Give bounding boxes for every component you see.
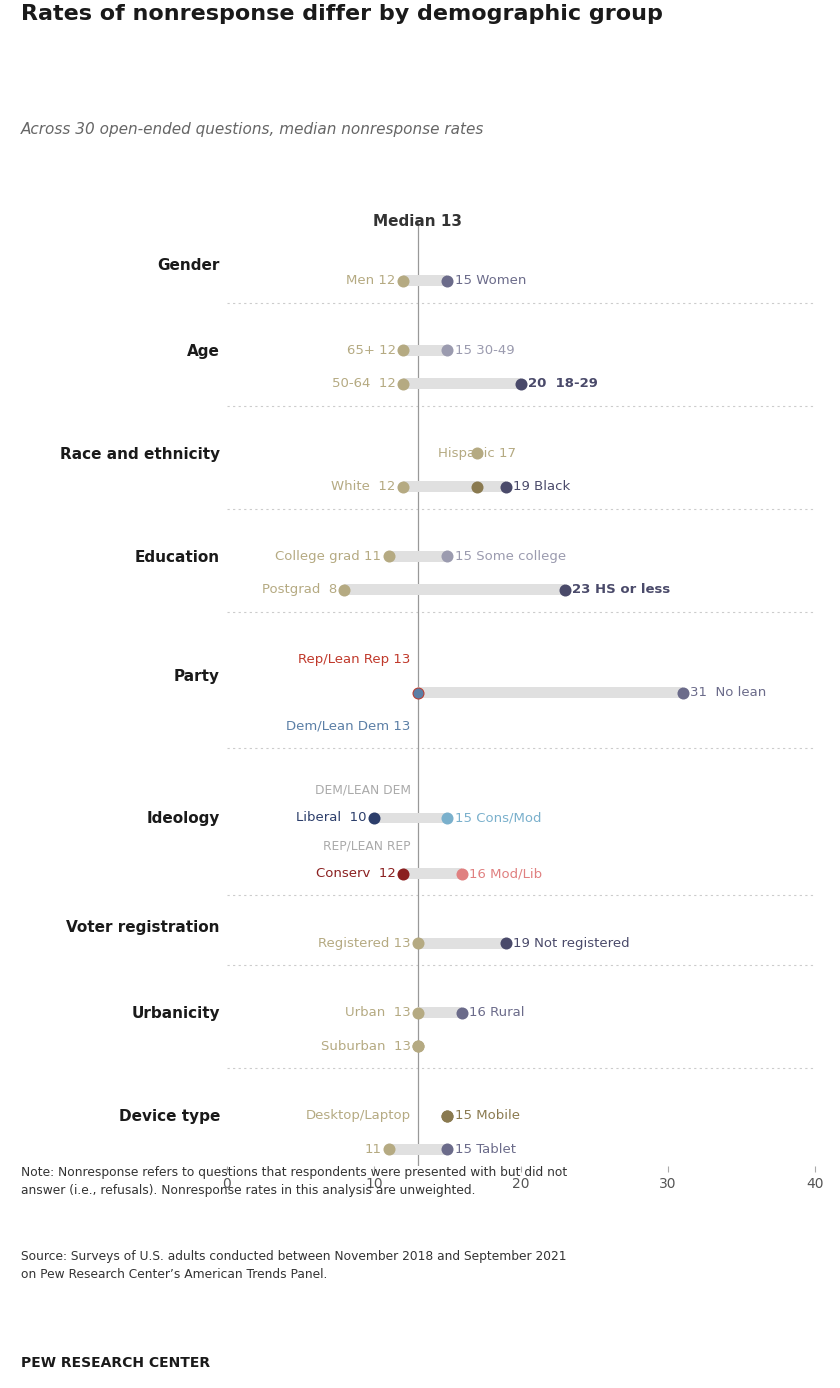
Point xyxy=(514,372,528,394)
Text: Urbanicity: Urbanicity xyxy=(131,1006,220,1022)
Point xyxy=(455,1002,469,1024)
Point xyxy=(441,269,454,291)
Point xyxy=(559,579,572,601)
Text: Across 30 open-ended questions, median nonresponse rates: Across 30 open-ended questions, median n… xyxy=(21,122,485,137)
Point xyxy=(441,545,454,568)
Point xyxy=(441,1138,454,1160)
Bar xyxy=(374,812,448,823)
Text: 15 Some college: 15 Some college xyxy=(454,550,566,562)
Text: 20  18-29: 20 18-29 xyxy=(528,378,598,390)
Text: Conserv  12: Conserv 12 xyxy=(316,868,396,880)
Text: Voter registration: Voter registration xyxy=(66,920,220,936)
Point xyxy=(412,1035,425,1058)
Text: DEM/LEAN DEM: DEM/LEAN DEM xyxy=(314,784,411,797)
Bar xyxy=(403,344,448,355)
Bar xyxy=(403,275,448,286)
Text: Age: Age xyxy=(187,344,220,358)
Text: Hispanic 17: Hispanic 17 xyxy=(438,447,516,459)
Text: Rates of nonresponse differ by demographic group: Rates of nonresponse differ by demograph… xyxy=(21,4,663,25)
Point xyxy=(367,806,381,829)
Text: Desktop/Laptop: Desktop/Laptop xyxy=(306,1109,411,1122)
Point xyxy=(396,862,410,884)
Point xyxy=(396,476,410,498)
Text: Rep/Lean Rep 13: Rep/Lean Rep 13 xyxy=(298,652,411,666)
Text: 19 Not registered: 19 Not registered xyxy=(513,937,630,949)
Text: Party: Party xyxy=(174,669,220,684)
Text: Suburban  13: Suburban 13 xyxy=(321,1040,411,1052)
Point xyxy=(499,476,512,498)
Point xyxy=(470,443,484,465)
Point xyxy=(396,339,410,361)
Text: Median 13: Median 13 xyxy=(374,215,462,229)
Text: 11: 11 xyxy=(365,1142,381,1156)
Point xyxy=(412,1035,425,1058)
Point xyxy=(441,806,454,829)
Text: Note: Nonresponse refers to questions that respondents were presented with but d: Note: Nonresponse refers to questions th… xyxy=(21,1166,567,1196)
Text: Source: Surveys of U.S. adults conducted between November 2018 and September 202: Source: Surveys of U.S. adults conducted… xyxy=(21,1251,566,1281)
Point xyxy=(412,682,425,704)
Text: College grad 11: College grad 11 xyxy=(276,550,381,562)
Point xyxy=(441,1105,454,1127)
Text: 15 Mobile: 15 Mobile xyxy=(454,1109,520,1122)
Point xyxy=(441,1105,454,1127)
Text: 16 Mod/Lib: 16 Mod/Lib xyxy=(470,868,543,880)
Text: Postgrad  8: Postgrad 8 xyxy=(262,583,337,597)
Point xyxy=(338,579,351,601)
Point xyxy=(396,269,410,291)
Text: 15 Cons/Mod: 15 Cons/Mod xyxy=(454,812,541,824)
Bar xyxy=(388,1144,448,1155)
Bar xyxy=(388,551,448,562)
Text: 19 Black: 19 Black xyxy=(513,480,570,493)
Point xyxy=(455,862,469,884)
Bar xyxy=(403,869,462,879)
Bar xyxy=(344,584,565,595)
Text: Ideology: Ideology xyxy=(147,811,220,826)
Text: 65+ 12: 65+ 12 xyxy=(347,344,396,357)
Point xyxy=(412,682,425,704)
Point xyxy=(412,1002,425,1024)
Text: Device type: Device type xyxy=(118,1109,220,1124)
Text: 31  No lean: 31 No lean xyxy=(690,686,766,700)
Text: Education: Education xyxy=(135,550,220,565)
Bar xyxy=(403,379,521,389)
Point xyxy=(470,476,484,498)
Text: Gender: Gender xyxy=(158,258,220,273)
Bar xyxy=(418,1008,462,1017)
Text: 50-64  12: 50-64 12 xyxy=(332,378,396,390)
Point xyxy=(381,545,396,568)
Text: 15 30-49: 15 30-49 xyxy=(454,344,514,357)
Point xyxy=(396,372,410,394)
Text: Liberal  10: Liberal 10 xyxy=(296,812,366,824)
Text: Dem/Lean Dem 13: Dem/Lean Dem 13 xyxy=(286,720,411,733)
Point xyxy=(381,1138,396,1160)
Text: 23 HS or less: 23 HS or less xyxy=(572,583,670,597)
Point xyxy=(676,682,690,704)
Point xyxy=(499,931,512,954)
Text: Race and ethnicity: Race and ethnicity xyxy=(60,447,220,462)
Text: 15 Tablet: 15 Tablet xyxy=(454,1142,516,1156)
Text: REP/LEAN REP: REP/LEAN REP xyxy=(323,840,411,852)
Text: Urban  13: Urban 13 xyxy=(344,1006,411,1019)
Text: White  12: White 12 xyxy=(332,480,396,493)
Bar xyxy=(403,482,506,493)
Text: 15 Women: 15 Women xyxy=(454,275,526,287)
Text: Men 12: Men 12 xyxy=(346,275,396,287)
Point xyxy=(412,931,425,954)
Bar xyxy=(418,938,506,948)
Text: Registered 13: Registered 13 xyxy=(318,937,411,949)
Text: 16 Rural: 16 Rural xyxy=(470,1006,525,1019)
Point xyxy=(441,339,454,361)
Bar xyxy=(418,687,683,698)
Text: PEW RESEARCH CENTER: PEW RESEARCH CENTER xyxy=(21,1356,210,1370)
